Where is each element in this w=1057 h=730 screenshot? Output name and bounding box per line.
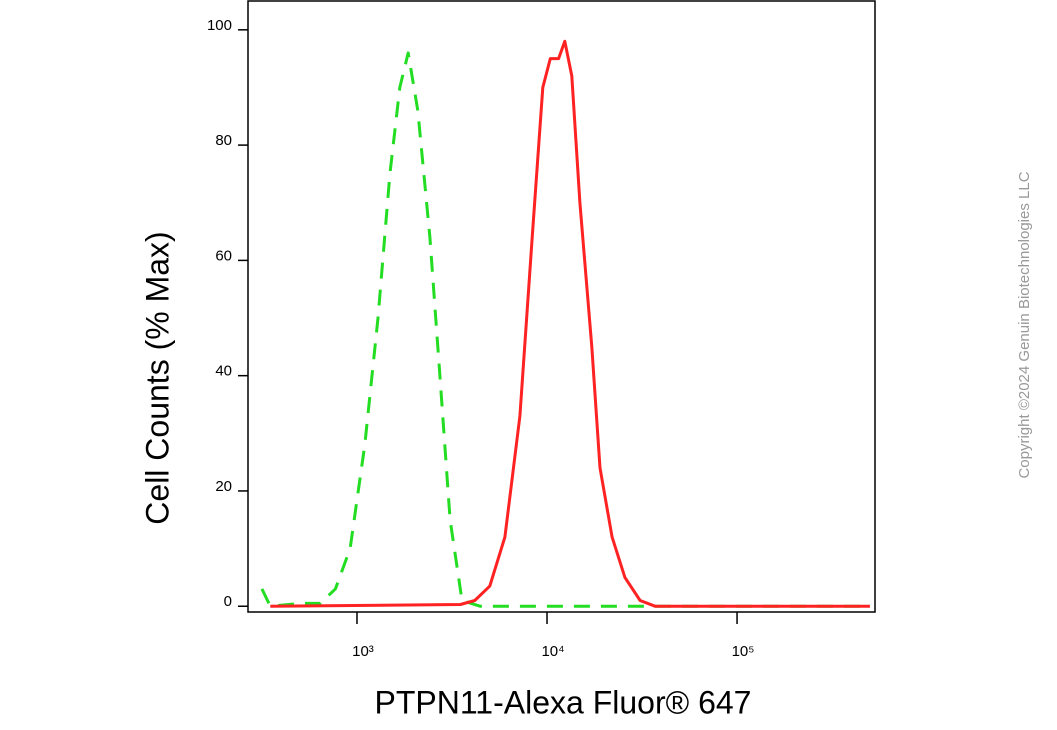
x-tick-label: 10⁵ — [732, 643, 755, 660]
y-tick-label: 20 — [215, 478, 232, 495]
plot-frame — [247, 0, 876, 613]
y-tick-label: 60 — [215, 247, 232, 264]
series-line — [270, 39, 870, 608]
y-axis-label: Cell Counts (% Max) — [139, 231, 175, 524]
x-tick-label: 10³ — [352, 643, 374, 660]
y-tick-label: 100 — [207, 17, 232, 34]
y-tick-label: 40 — [215, 363, 232, 380]
x-tick-label: 10⁴ — [541, 643, 564, 660]
series-line — [260, 51, 870, 608]
x-axis-label: PTPN11-Alexa Fluor® 647 — [375, 684, 752, 720]
y-tick-label: 80 — [215, 132, 232, 149]
watermark: Copyright ©2024 Genuin Biotechnologies L… — [1016, 171, 1033, 478]
y-tick-label: 0 — [224, 593, 232, 610]
